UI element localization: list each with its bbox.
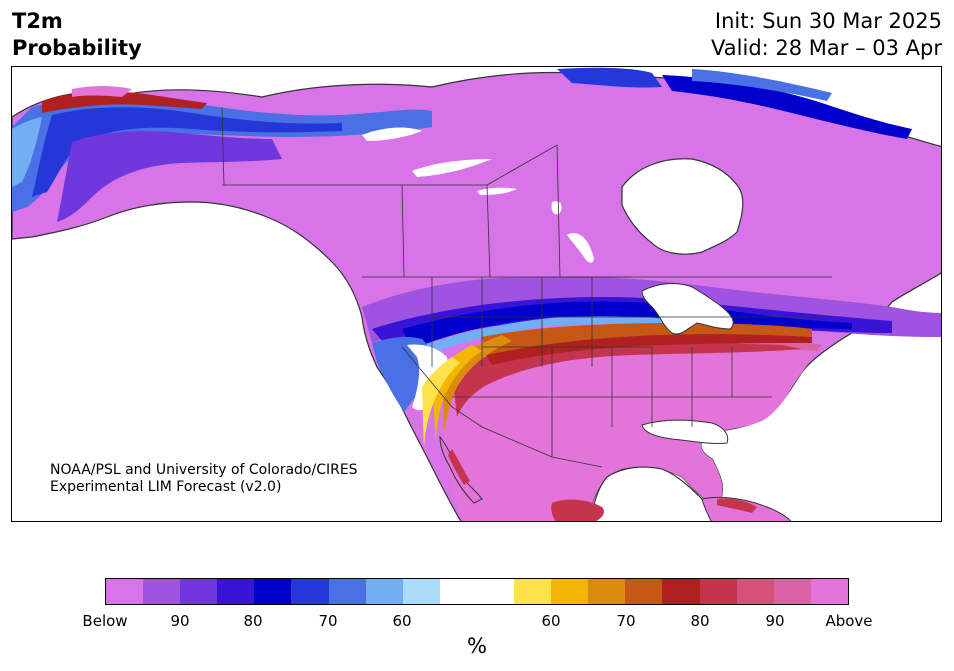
lake-small <box>551 201 562 215</box>
above-normal-region <box>443 326 822 521</box>
gulf-coast <box>641 419 729 444</box>
forecast-map <box>12 67 941 521</box>
colorbar-tick-below-90: 90 <box>170 612 190 630</box>
title-line-variable: T2m <box>12 9 63 33</box>
colorbar-swatch-9 <box>439 579 515 604</box>
colorbar-swatch-11 <box>551 579 589 604</box>
colorbar <box>105 578 849 605</box>
colorbar-swatch-18 <box>810 579 848 604</box>
credit-line-product: Experimental LIM Forecast (v2.0) <box>50 479 282 495</box>
above-80-band <box>452 342 802 417</box>
colorbar-tick-above-80: 80 <box>690 612 710 630</box>
colorbar-tick-above: Above <box>825 612 873 630</box>
great-lakes <box>641 283 734 335</box>
great-slave-lake <box>412 159 492 177</box>
colorbar-swatch-8 <box>402 579 440 604</box>
colorbar-swatch-7 <box>365 579 403 604</box>
colorbar-swatch-15 <box>699 579 737 604</box>
colorbar-tick-below-80: 80 <box>243 612 263 630</box>
mexico-south-red <box>551 499 604 521</box>
map-title: T2m Probability <box>12 8 142 62</box>
init-date: Init: Sun 30 Mar 2025 <box>714 9 942 33</box>
alaska-north-red <box>42 91 207 113</box>
caribbean-red <box>717 498 757 513</box>
arctic-blue-band <box>557 67 662 88</box>
baja-red <box>448 449 470 485</box>
above-55-band <box>422 357 460 451</box>
map-frame: NOAA/PSL and University of Colorado/CIRE… <box>11 66 942 522</box>
colorbar-tick-below: Below <box>82 612 128 630</box>
hudson-bay <box>621 158 744 255</box>
colorbar-swatch-14 <box>662 579 700 604</box>
above-70-band <box>482 323 812 355</box>
valid-range: Valid: 28 Mar – 03 Apr <box>711 36 942 60</box>
northern-us-blue <box>402 301 852 349</box>
colorbar-swatch-17 <box>773 579 811 604</box>
colorbar-unit: % <box>467 634 487 658</box>
colorbar-swatch-1 <box>143 579 181 604</box>
political-borders <box>221 106 832 468</box>
great-bear-lake <box>362 127 422 141</box>
colorbar-tick-above-60: 60 <box>541 612 561 630</box>
colorbar-swatch-12 <box>588 579 626 604</box>
colorbar-tick-above-90: 90 <box>765 612 785 630</box>
arctic-east-band <box>662 75 912 139</box>
colorbar-swatch-0 <box>106 579 144 604</box>
colorbar-swatch-5 <box>291 579 329 604</box>
colorbar-swatch-4 <box>254 579 292 604</box>
colorbar-swatch-6 <box>328 579 366 604</box>
arctic-east-light <box>692 69 832 101</box>
alaska-light <box>12 117 42 187</box>
colorbar-tick-below-60: 60 <box>392 612 412 630</box>
colorbar-tick-below-70: 70 <box>318 612 338 630</box>
colorbar-swatch-16 <box>736 579 774 604</box>
forecast-dates: Init: Sun 30 Mar 2025 Valid: 28 Mar – 03… <box>711 8 942 62</box>
alaska-purple <box>57 131 282 222</box>
colorbar-swatch-3 <box>217 579 255 604</box>
alaska-north-pink <box>72 86 132 97</box>
credit-line-org: NOAA/PSL and University of Colorado/CIRE… <box>50 462 358 478</box>
title-line-kind: Probability <box>12 36 142 60</box>
lake-winnipeg <box>567 232 594 263</box>
colorbar-tick-above-70: 70 <box>616 612 636 630</box>
colorbar-swatch-2 <box>180 579 218 604</box>
colorbar-swatch-13 <box>625 579 663 604</box>
alaska-deep-band <box>32 107 342 197</box>
colorbar-swatch-10 <box>514 579 552 604</box>
credit-text: NOAA/PSL and University of Colorado/CIRE… <box>50 462 358 496</box>
west-coast-blue <box>372 336 430 412</box>
